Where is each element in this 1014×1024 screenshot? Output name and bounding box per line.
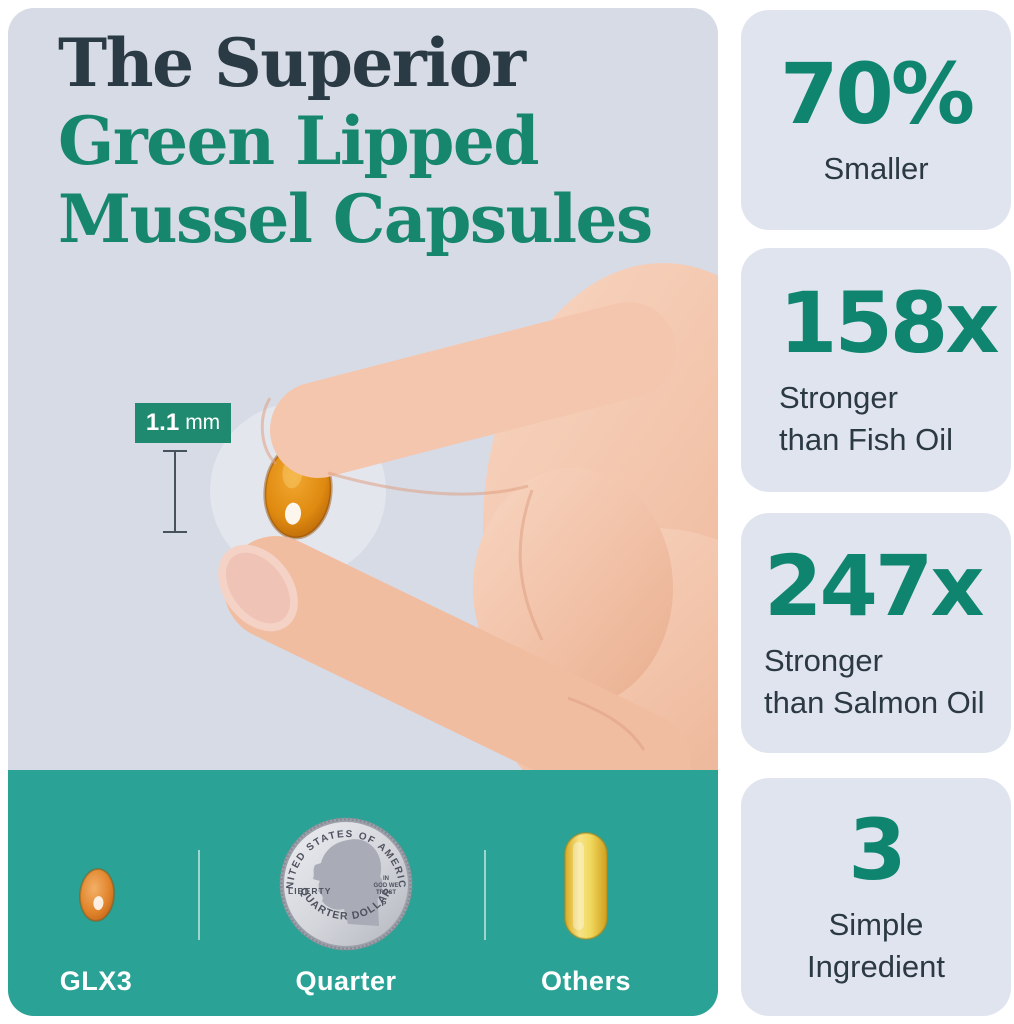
skin-creases <box>260 397 646 751</box>
coin-motto-line-1: IN <box>383 876 389 882</box>
capsule-size-value: 1.1 <box>145 409 180 436</box>
capsule-size-unit: mm <box>185 411 221 434</box>
others-capsule-icon <box>564 832 608 940</box>
comparison-label-glx3: GLX3 <box>59 966 133 996</box>
stat-value: 158x <box>779 273 1000 372</box>
stat-label-line: than Salmon Oil <box>764 685 985 721</box>
main-panel: The Superior Green Lipped Mussel Capsule… <box>8 8 718 1016</box>
page-title-line-3: Mussel Capsules <box>58 180 653 258</box>
stat-label-line: than Fish Oil <box>779 422 954 458</box>
stat-card-ingredients: 3 Simple Ingredient <box>741 778 1011 1016</box>
index-finger <box>270 302 676 478</box>
coin-motto-line-2: GOD WE <box>374 883 399 889</box>
washington-profile <box>313 839 383 926</box>
glx3-capsule-icon <box>78 868 116 922</box>
stat-card-fish-oil: 158x Stronger than Fish Oil <box>741 248 1011 492</box>
comparison-label-others: Others <box>540 966 632 996</box>
stat-label-line: Stronger <box>764 643 883 679</box>
hand <box>218 263 718 770</box>
capsule-size-label: 1.1 mm <box>135 403 231 443</box>
stat-label-line: Ingredient <box>807 949 945 985</box>
page-title: The Superior Green Lipped Mussel Capsule… <box>58 24 653 258</box>
stat-value: 3 <box>848 800 906 899</box>
stat-card-salmon-oil: 247x Stronger than Salmon Oil <box>741 513 1011 753</box>
stat-label-line: Stronger <box>779 380 898 416</box>
hand-pinching-capsule-photo <box>210 263 718 770</box>
coin-motto-text: IN GOD WE TRUST P <box>374 876 399 908</box>
stat-label-line: Smaller <box>823 151 929 187</box>
quarter-coin-icon: UNITED STATES OF AMERICA QUARTER DOLLAR … <box>279 817 413 951</box>
coin-liberty-text: LIBERTY <box>288 886 331 896</box>
ruler-bottom-cap <box>163 531 187 533</box>
ruler-line <box>174 451 176 532</box>
thumb <box>224 536 690 770</box>
stat-value: 247x <box>764 536 985 635</box>
thumbnail <box>218 544 298 632</box>
comparison-bar: UNITED STATES OF AMERICA QUARTER DOLLAR … <box>8 770 718 1016</box>
stat-value: 70% <box>779 44 975 143</box>
pinched-capsule-highlight <box>284 502 302 525</box>
comparison-divider-2 <box>484 850 486 940</box>
comparison-divider-1 <box>198 850 200 940</box>
coin-motto-line-3: TRUST <box>376 890 396 896</box>
page-title-line-1: The Superior <box>58 24 526 102</box>
page-title-line-2: Green Lipped <box>58 102 539 180</box>
coin-mint-mark: P <box>382 901 387 908</box>
stat-card-smaller: 70% Smaller <box>741 10 1011 230</box>
comparison-label-quarter: Quarter <box>295 966 397 996</box>
stat-label-line: Simple <box>828 907 924 943</box>
coin-reeded-edge <box>279 817 413 951</box>
